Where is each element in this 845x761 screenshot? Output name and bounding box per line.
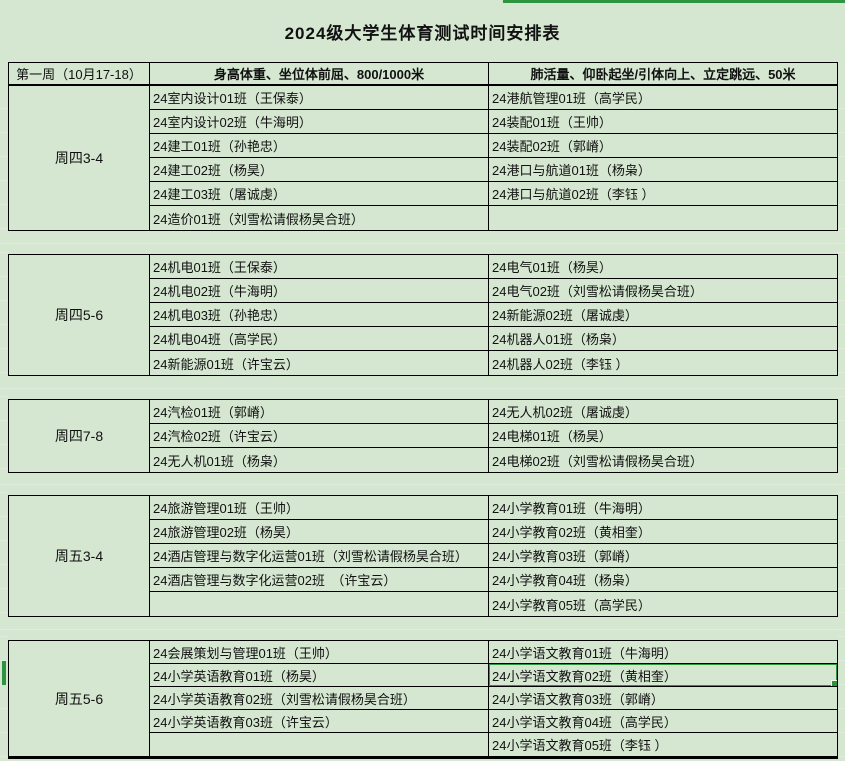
table-row: 24小学英语教育01班（杨昊） 24小学语文教育02班（黄相奎） bbox=[150, 664, 837, 687]
class-cell[interactable]: 24汽检02班（许宝云） bbox=[150, 424, 489, 447]
selection-column-top-indicator bbox=[503, 0, 845, 3]
class-cell[interactable]: 24建工03班（屠诚虔） bbox=[150, 182, 489, 205]
schedule-section-周四3-4: 周四3-4 24室内设计01班（王保泰） 24港航管理01班（高学民） 24室内设计0… bbox=[8, 85, 838, 231]
table-row: 24小学英语教育02班（刘雪松请假杨昊合班） 24小学语文教育03班（郭嵴） bbox=[150, 687, 837, 710]
class-cell[interactable]: 24酒店管理与数字化运营01班（刘雪松请假杨昊合班） bbox=[150, 544, 489, 567]
schedule-section-周五5-6: 周五5-6 24会展策划与管理01班（王帅） 24小学语文教育01班（牛海明） 24小… bbox=[8, 640, 838, 759]
class-cell[interactable]: 24机器人01班（杨枭） bbox=[492, 332, 625, 347]
table-row: 24汽检02班（许宝云） 24电梯01班（杨昊） bbox=[150, 424, 837, 448]
header-measures-col2-cell[interactable]: 肺活量、仰卧起坐/引体向上、立定跳远、50米 bbox=[530, 67, 796, 82]
class-cell[interactable]: 24新能源02班（屠诚虔） bbox=[492, 308, 638, 323]
table-row: 24无人机01班（杨枭） 24电梯02班（刘雪松请假杨昊合班） bbox=[150, 448, 837, 472]
class-cell[interactable]: 24小学语文教育01班（牛海明） bbox=[492, 645, 677, 661]
table-row: 24旅游管理01班（王帅） 24小学教育01班（牛海明） bbox=[150, 496, 837, 520]
table-row: 24建工02班（杨昊） 24港口与航道01班（杨枭） bbox=[150, 158, 837, 182]
selection-border bbox=[489, 664, 837, 686]
header-week-cell[interactable]: 第一周（10月17-18） bbox=[9, 63, 150, 84]
class-cell[interactable]: 24电梯01班（杨昊） bbox=[492, 429, 612, 444]
fill-handle[interactable] bbox=[831, 680, 837, 686]
sheet-title-cell[interactable]: 2024级大学生体育测试时间安排表 bbox=[284, 23, 561, 43]
section-spacer bbox=[0, 376, 845, 399]
class-cell[interactable]: 24小学教育04班（杨枭） bbox=[492, 573, 638, 588]
class-cell[interactable]: 24无人机02班（屠诚虔） bbox=[492, 405, 638, 420]
class-cell[interactable]: 24会展策划与管理01班（王帅） bbox=[150, 641, 489, 663]
class-cell[interactable]: 24小学教育02班（黄相奎） bbox=[492, 525, 651, 540]
selected-cell[interactable]: 24小学语文教育02班（黄相奎） bbox=[489, 664, 837, 686]
class-cell[interactable]: 24装配01班（王帅） bbox=[492, 115, 612, 130]
table-row: 24旅游管理02班（杨昊） 24小学教育02班（黄相奎） bbox=[150, 520, 837, 544]
schedule-section-周五3-4: 周五3-4 24旅游管理01班（王帅） 24小学教育01班（牛海明） 24旅游管理02… bbox=[8, 495, 838, 617]
schedule-table: 第一周（10月17-18） 身高体重、坐位体前屈、800/1000米 肺活量、仰… bbox=[0, 62, 845, 759]
class-cell[interactable]: 24小学教育05班（高学民） bbox=[492, 597, 651, 613]
schedule-section-周四5-6: 周四5-6 24机电01班（王保泰） 24电气01班（杨昊） 24机电02班（牛海明）… bbox=[8, 254, 838, 376]
table-row: 24酒店管理与数字化运营02班 （许宝云） 24小学教育04班（杨枭） bbox=[150, 568, 837, 592]
table-row: 24建工03班（屠诚虔） 24港口与航道02班（李钰 ） bbox=[150, 182, 837, 206]
class-cell[interactable]: 24机器人02班（李钰 ） bbox=[492, 356, 629, 372]
schedule-section-周四7-8: 周四7-8 24汽检01班（郭嵴） 24无人机02班（屠诚虔） 24汽检02班（许宝云… bbox=[8, 399, 838, 473]
table-row: 24小学教育05班（高学民） bbox=[150, 592, 837, 616]
section-spacer bbox=[0, 231, 845, 254]
table-row: 24酒店管理与数字化运营01班（刘雪松请假杨昊合班） 24小学教育03班（郭嵴） bbox=[150, 544, 837, 568]
table-row: 24机电03班（孙艳忠） 24新能源02班（屠诚虔） bbox=[150, 303, 837, 327]
table-row: 24小学英语教育03班（许宝云） 24小学语文教育04班（高学民） bbox=[150, 710, 837, 733]
class-cell[interactable]: 24机电03班（孙艳忠） bbox=[150, 303, 489, 326]
class-cell[interactable] bbox=[150, 733, 489, 756]
class-cell[interactable]: 24新能源01班（许宝云） bbox=[150, 351, 489, 375]
class-cell[interactable]: 24建工01班（孙艳忠） bbox=[150, 134, 489, 157]
class-cell[interactable]: 24酒店管理与数字化运营02班 （许宝云） bbox=[150, 568, 489, 591]
class-cell[interactable]: 24装配02班（郭嵴） bbox=[492, 139, 612, 154]
class-cell[interactable]: 24室内设计01班（王保泰） bbox=[150, 86, 489, 109]
section-spacer bbox=[0, 473, 845, 495]
left-margin-gridlines bbox=[0, 85, 8, 761]
table-row: 24小学语文教育05班（李钰 ） bbox=[150, 733, 837, 756]
class-cell[interactable]: 24旅游管理01班（王帅） bbox=[150, 496, 489, 519]
right-margin-gridlines bbox=[838, 85, 845, 761]
class-cell[interactable]: 24室内设计02班（牛海明） bbox=[150, 110, 489, 133]
period-cell[interactable]: 周四7-8 bbox=[9, 400, 150, 472]
class-cell[interactable]: 24造价01班（刘雪松请假杨昊合班） bbox=[150, 206, 489, 230]
class-cell[interactable]: 24无人机01班（杨枭） bbox=[150, 448, 489, 472]
class-cell[interactable]: 24小学英语教育02班（刘雪松请假杨昊合班） bbox=[150, 687, 489, 709]
table-row: 24机电02班（牛海明） 24电气02班（刘雪松请假杨昊合班） bbox=[150, 279, 837, 303]
table-row: 24室内设计01班（王保泰） 24港航管理01班（高学民） bbox=[150, 86, 837, 110]
table-row: 24造价01班（刘雪松请假杨昊合班） bbox=[150, 206, 837, 230]
class-cell[interactable]: 24电梯02班（刘雪松请假杨昊合班） bbox=[492, 453, 703, 469]
table-header-row: 第一周（10月17-18） 身高体重、坐位体前屈、800/1000米 肺活量、仰… bbox=[8, 62, 838, 85]
class-cell[interactable]: 24机电04班（高学民） bbox=[150, 327, 489, 350]
class-cell[interactable]: 24汽检01班（郭嵴） bbox=[150, 400, 489, 423]
class-cell[interactable]: 24机电02班（牛海明） bbox=[150, 279, 489, 302]
table-row: 24机电04班（高学民） 24机器人01班（杨枭） bbox=[150, 327, 837, 351]
period-cell[interactable]: 周四5-6 bbox=[9, 255, 150, 375]
class-cell[interactable]: 24小学教育03班（郭嵴） bbox=[492, 549, 638, 564]
header-measures-col1-cell[interactable]: 身高体重、坐位体前屈、800/1000米 bbox=[150, 63, 489, 84]
class-cell[interactable]: 24港口与航道02班（李钰 ） bbox=[492, 187, 655, 202]
table-row: 24汽检01班（郭嵴） 24无人机02班（屠诚虔） bbox=[150, 400, 837, 424]
class-cell[interactable]: 24电气01班（杨昊） bbox=[492, 260, 612, 275]
period-cell[interactable]: 周五5-6 bbox=[9, 641, 150, 756]
table-row: 24室内设计02班（牛海明） 24装配01班（王帅） bbox=[150, 110, 837, 134]
class-cell[interactable]: 24港口与航道01班（杨枭） bbox=[492, 163, 651, 178]
table-row: 24建工01班（孙艳忠） 24装配02班（郭嵴） bbox=[150, 134, 837, 158]
class-cell[interactable] bbox=[489, 206, 837, 230]
class-cell[interactable]: 24小学英语教育01班（杨昊） bbox=[150, 664, 489, 686]
class-cell[interactable]: 24小学语文教育04班（高学民） bbox=[492, 714, 677, 730]
class-cell[interactable]: 24小学英语教育03班（许宝云） bbox=[150, 710, 489, 732]
class-cell[interactable]: 24旅游管理02班（杨昊） bbox=[150, 520, 489, 543]
section-spacer bbox=[0, 617, 845, 640]
period-cell[interactable]: 周四3-4 bbox=[9, 86, 150, 230]
class-cell[interactable]: 24机电01班（王保泰） bbox=[150, 255, 489, 278]
class-cell[interactable]: 24港航管理01班（高学民） bbox=[492, 91, 651, 106]
class-cell[interactable]: 24小学教育01班（牛海明） bbox=[492, 501, 651, 516]
class-cell[interactable]: 24小学语文教育03班（郭嵴） bbox=[492, 691, 664, 707]
table-row: 24会展策划与管理01班（王帅） 24小学语文教育01班（牛海明） bbox=[150, 641, 837, 664]
period-cell[interactable]: 周五3-4 bbox=[9, 496, 150, 616]
table-row: 24新能源01班（许宝云） 24机器人02班（李钰 ） bbox=[150, 351, 837, 375]
class-cell[interactable]: 24小学语文教育05班（李钰 ） bbox=[492, 738, 668, 753]
class-cell[interactable] bbox=[150, 592, 489, 616]
selection-row-indicator bbox=[2, 661, 6, 685]
class-cell[interactable]: 24电气02班（刘雪松请假杨昊合班） bbox=[492, 284, 703, 299]
class-cell[interactable]: 24建工02班（杨昊） bbox=[150, 158, 489, 181]
table-row: 24机电01班（王保泰） 24电气01班（杨昊） bbox=[150, 255, 837, 279]
